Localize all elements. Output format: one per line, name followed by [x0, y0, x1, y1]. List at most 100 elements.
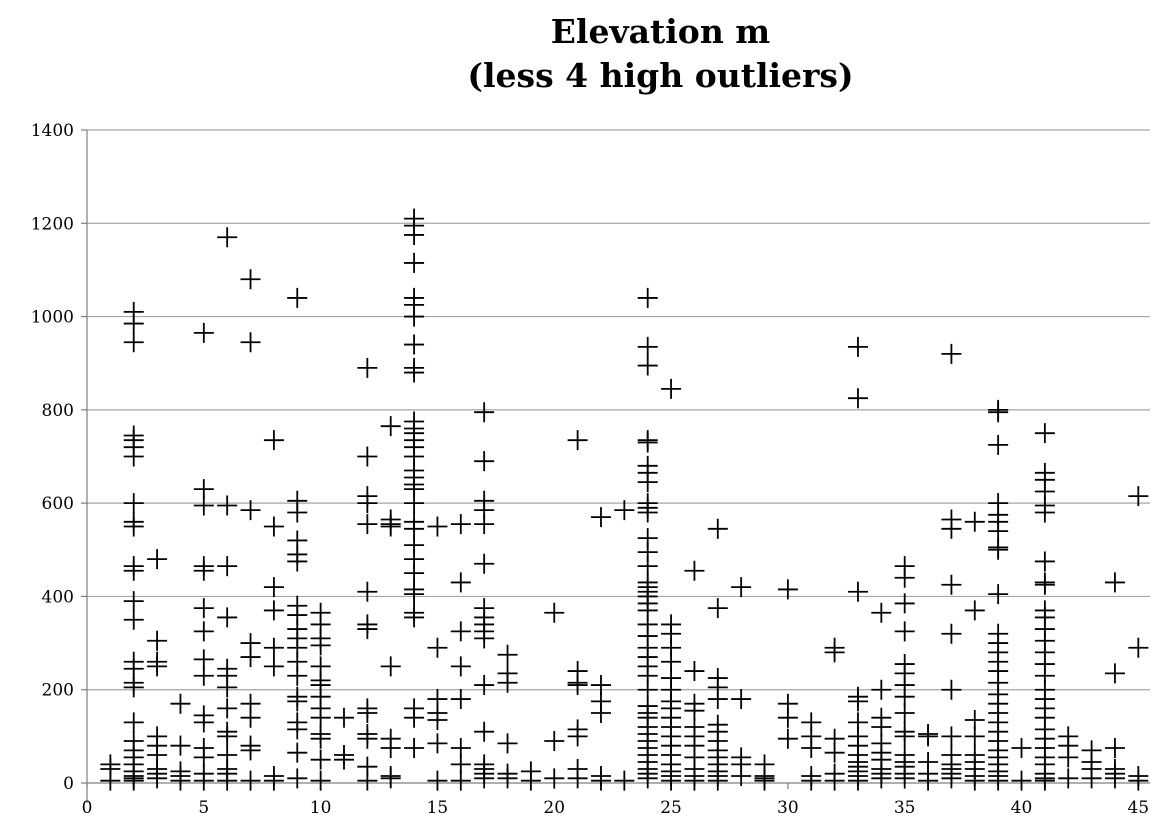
data-point	[847, 691, 868, 712]
data-point	[1081, 768, 1102, 789]
data-point	[287, 287, 308, 308]
data-point	[263, 516, 284, 537]
data-point	[497, 768, 518, 789]
data-point	[964, 600, 985, 621]
data-point	[1104, 572, 1125, 593]
data-point	[567, 726, 588, 747]
data-point	[310, 728, 331, 749]
data-point	[474, 402, 495, 423]
data-point	[894, 726, 915, 747]
data-point	[450, 572, 471, 593]
chart-title: Elevation m (less 4 high outliers)	[0, 10, 1156, 98]
data-point	[1034, 423, 1055, 444]
data-point	[614, 500, 635, 521]
data-point	[871, 679, 892, 700]
data-point	[123, 770, 144, 791]
data-point	[357, 514, 378, 535]
data-point	[988, 434, 1009, 455]
data-point	[637, 432, 658, 453]
data-point	[123, 591, 144, 612]
x-tick-label: 30	[777, 798, 799, 818]
data-point	[147, 656, 168, 677]
data-point	[123, 446, 144, 467]
data-point	[123, 560, 144, 581]
data-point	[404, 334, 425, 355]
data-point	[614, 770, 635, 791]
data-point	[684, 770, 705, 791]
data-point	[263, 656, 284, 677]
data-point	[240, 500, 261, 521]
data-point	[520, 770, 541, 791]
data-point	[637, 287, 658, 308]
data-point	[263, 770, 284, 791]
data-point	[1011, 770, 1032, 791]
data-point	[567, 768, 588, 789]
x-tick-label: 10	[310, 798, 332, 818]
data-point	[427, 637, 448, 658]
data-point	[357, 728, 378, 749]
data-point	[1104, 738, 1125, 759]
axes	[81, 129, 1150, 803]
data-point	[497, 672, 518, 693]
grid-lines	[87, 129, 1150, 691]
data-point	[170, 693, 191, 714]
data-point	[287, 719, 308, 740]
tick-labels: 0 200 400 600 800 1000 1200 1400 0 5 10 15 20 25 30 35 4…	[31, 121, 1149, 818]
data-point	[147, 549, 168, 570]
data-point	[1034, 574, 1055, 595]
data-point	[894, 703, 915, 724]
data-point	[544, 602, 565, 623]
data-point	[357, 770, 378, 791]
y-tick-label: 1200	[31, 214, 74, 234]
data-point	[357, 493, 378, 514]
data-point	[333, 749, 354, 770]
data-point	[590, 770, 611, 791]
data-point	[661, 378, 682, 399]
data-point	[170, 735, 191, 756]
data-point	[217, 495, 238, 516]
data-point	[240, 770, 261, 791]
x-tick-label: 5	[198, 798, 209, 818]
data-point	[918, 770, 939, 791]
data-point	[427, 516, 448, 537]
data-point	[310, 749, 331, 770]
chart-title-line-2: (less 4 high outliers)	[467, 56, 854, 95]
data-point	[170, 770, 191, 791]
data-point	[310, 635, 331, 656]
data-point	[847, 770, 868, 791]
data-point	[450, 770, 471, 791]
data-point	[240, 647, 261, 668]
data-point	[474, 768, 495, 789]
data-point	[263, 430, 284, 451]
data-point	[474, 675, 495, 696]
data-point	[964, 726, 985, 747]
data-point	[404, 607, 425, 628]
data-point	[380, 516, 401, 537]
data-point	[637, 768, 658, 789]
data-point	[941, 768, 962, 789]
data-point	[404, 306, 425, 327]
data-point	[123, 516, 144, 537]
data-point	[404, 584, 425, 605]
y-tick-label: 400	[42, 587, 74, 607]
data-point	[380, 768, 401, 789]
data-point	[123, 609, 144, 630]
data-point	[474, 553, 495, 574]
data-point	[964, 511, 985, 532]
data-point	[474, 628, 495, 649]
data-point	[777, 579, 798, 600]
data-point	[193, 495, 214, 516]
data-point	[287, 691, 308, 712]
data-point	[637, 336, 658, 357]
data-point	[801, 738, 822, 759]
data-point	[777, 728, 798, 749]
data-point	[287, 502, 308, 523]
data-point	[147, 630, 168, 651]
data-point	[217, 677, 238, 698]
data-point	[450, 514, 471, 535]
data-point	[404, 493, 425, 514]
data-point	[707, 518, 728, 539]
data-points	[100, 208, 1149, 791]
data-point	[427, 733, 448, 754]
